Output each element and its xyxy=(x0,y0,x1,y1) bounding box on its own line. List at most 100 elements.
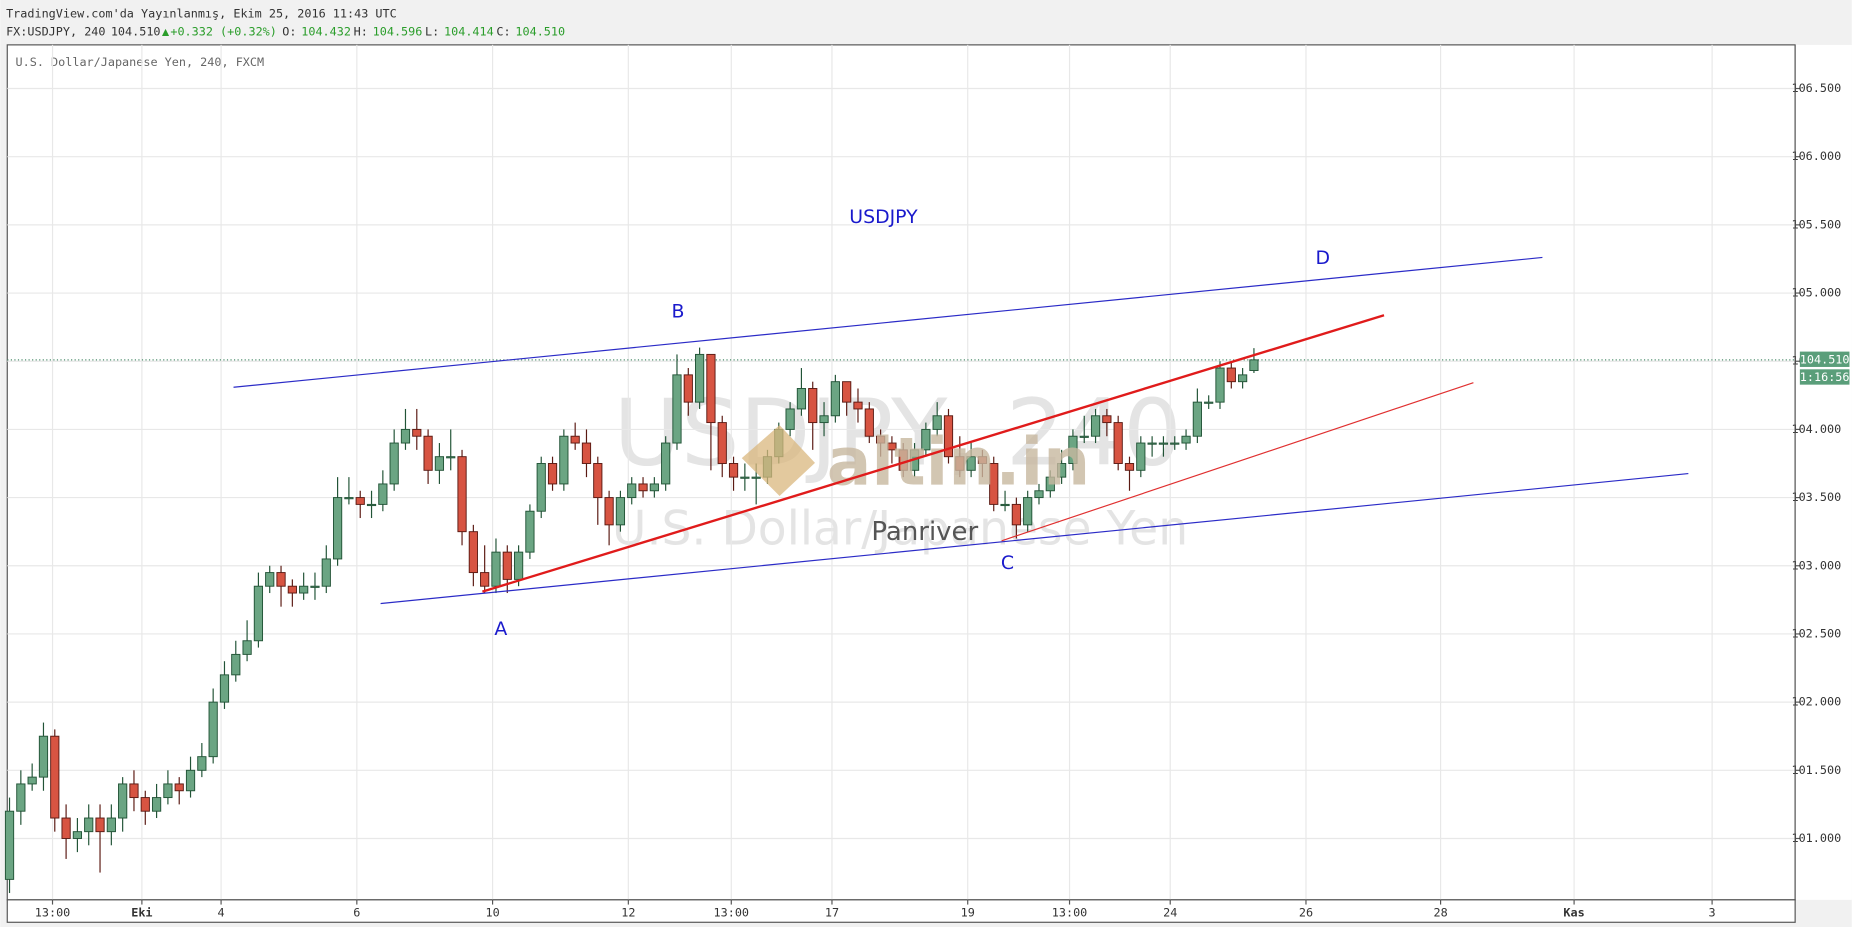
candle-body xyxy=(287,585,297,594)
axes: 101.000 101.500 102.000 102.500 103.000 103.5… xyxy=(6,44,1852,923)
candle-body xyxy=(864,408,874,437)
candle-body xyxy=(615,497,626,526)
candle-body xyxy=(185,769,196,792)
x-tick-label: 10 xyxy=(485,905,499,919)
grid xyxy=(7,44,1796,900)
trend-line xyxy=(482,314,1385,593)
header-item: FX:USDJPY, 240 xyxy=(6,24,105,38)
y-tick-label: 101.500 xyxy=(1791,763,1841,777)
candle-body xyxy=(887,442,897,451)
annotation: USDJPY xyxy=(849,206,918,228)
header-item: ▲ xyxy=(162,24,170,38)
candle-body xyxy=(491,551,501,587)
candle-body xyxy=(219,674,230,703)
logo: altin.in Panriver xyxy=(741,424,1090,547)
header-item: +0.332 (+0.32%) xyxy=(170,24,277,38)
y-tick-label: 105.000 xyxy=(1791,286,1841,300)
candle-body xyxy=(1011,503,1021,526)
candle-body xyxy=(332,497,343,560)
candle-body xyxy=(84,817,94,833)
candle-body xyxy=(943,415,954,458)
header-item: C: xyxy=(496,24,510,38)
candle-body xyxy=(502,551,512,580)
drawings: USDJPY A B C D xyxy=(233,206,1689,640)
candle-body xyxy=(1170,442,1180,445)
candle-body xyxy=(299,585,309,594)
candle-body xyxy=(706,353,716,424)
candle-body xyxy=(966,456,976,471)
header-item: 104.596 xyxy=(373,24,423,38)
candle-body xyxy=(570,435,580,444)
candle-body xyxy=(50,735,60,819)
x-tick-label: 3 xyxy=(1709,905,1716,919)
candle-body xyxy=(898,449,908,471)
candle-body xyxy=(253,585,264,642)
candle-body xyxy=(321,558,331,587)
candle-body xyxy=(513,551,524,580)
candle-body xyxy=(106,817,116,833)
x-tick-label: 28 xyxy=(1433,905,1447,919)
plot-area xyxy=(6,44,1796,901)
x-tick-label: 17 xyxy=(825,905,839,919)
candle-body xyxy=(310,585,320,588)
candle-body xyxy=(751,476,761,479)
candle-body xyxy=(728,463,739,478)
candle-body xyxy=(344,497,354,500)
symbol-line: FX:USDJPY, 240 104.510 ▲ +0.332 (+0.32%) O: 1… xyxy=(6,24,565,38)
candle-body xyxy=(547,463,558,485)
x-tick-label: 13:00 xyxy=(35,905,71,919)
x-tick-label: 26 xyxy=(1299,905,1313,919)
candle-body xyxy=(355,497,365,505)
header-item: H: xyxy=(354,24,368,38)
candle-body xyxy=(683,374,693,403)
candle-body xyxy=(921,428,931,451)
candles xyxy=(4,347,1259,894)
x-tick-label: 6 xyxy=(353,905,360,919)
candle-body xyxy=(853,401,863,410)
candle-body xyxy=(1249,359,1259,371)
candle-body xyxy=(480,572,490,587)
candle-body xyxy=(1204,401,1214,404)
candle-body xyxy=(151,797,162,812)
trend-line xyxy=(380,472,1689,605)
annotation: A xyxy=(494,618,507,640)
candle-body xyxy=(1181,435,1191,444)
countdown-label: 1:16:56 xyxy=(1800,370,1850,384)
candle-body xyxy=(808,388,818,424)
candle-body xyxy=(581,442,592,464)
logo-text: altin.in xyxy=(827,424,1090,501)
x-tick-label: 12 xyxy=(621,905,635,919)
candle-body xyxy=(1045,476,1055,492)
candle-body xyxy=(559,435,569,485)
y-tick-label: 103.000 xyxy=(1791,558,1841,572)
candle-body xyxy=(638,483,648,492)
candle-body xyxy=(242,640,252,655)
candle-body xyxy=(785,408,795,430)
candle-body xyxy=(27,776,37,785)
candle-body xyxy=(842,381,852,403)
candle-body xyxy=(989,463,999,505)
candle-body xyxy=(468,531,478,574)
candle-body xyxy=(129,783,139,799)
candle-body xyxy=(661,442,671,485)
published: TradingView.com'da Yayınlanmış, Ekim 25,… xyxy=(6,7,397,21)
candle-body xyxy=(423,435,433,471)
candle-body xyxy=(446,456,456,459)
x-tick-label: 4 xyxy=(218,905,225,919)
x-tick-label: Kas xyxy=(1563,905,1584,919)
header-item: 104.510 xyxy=(111,24,161,38)
countdown-tag xyxy=(1799,369,1850,385)
candle-body xyxy=(208,701,218,758)
x-tick-label: 13:00 xyxy=(1052,905,1088,919)
candle-body xyxy=(536,463,546,512)
price-tag-label: 104.510 xyxy=(1800,352,1850,366)
header-item: O: xyxy=(282,24,296,38)
candle-body xyxy=(955,456,965,471)
candle-body xyxy=(649,483,659,492)
candle-body xyxy=(593,463,603,499)
candle-body xyxy=(265,572,275,587)
candle-body xyxy=(140,797,150,812)
candle-body xyxy=(4,810,15,880)
